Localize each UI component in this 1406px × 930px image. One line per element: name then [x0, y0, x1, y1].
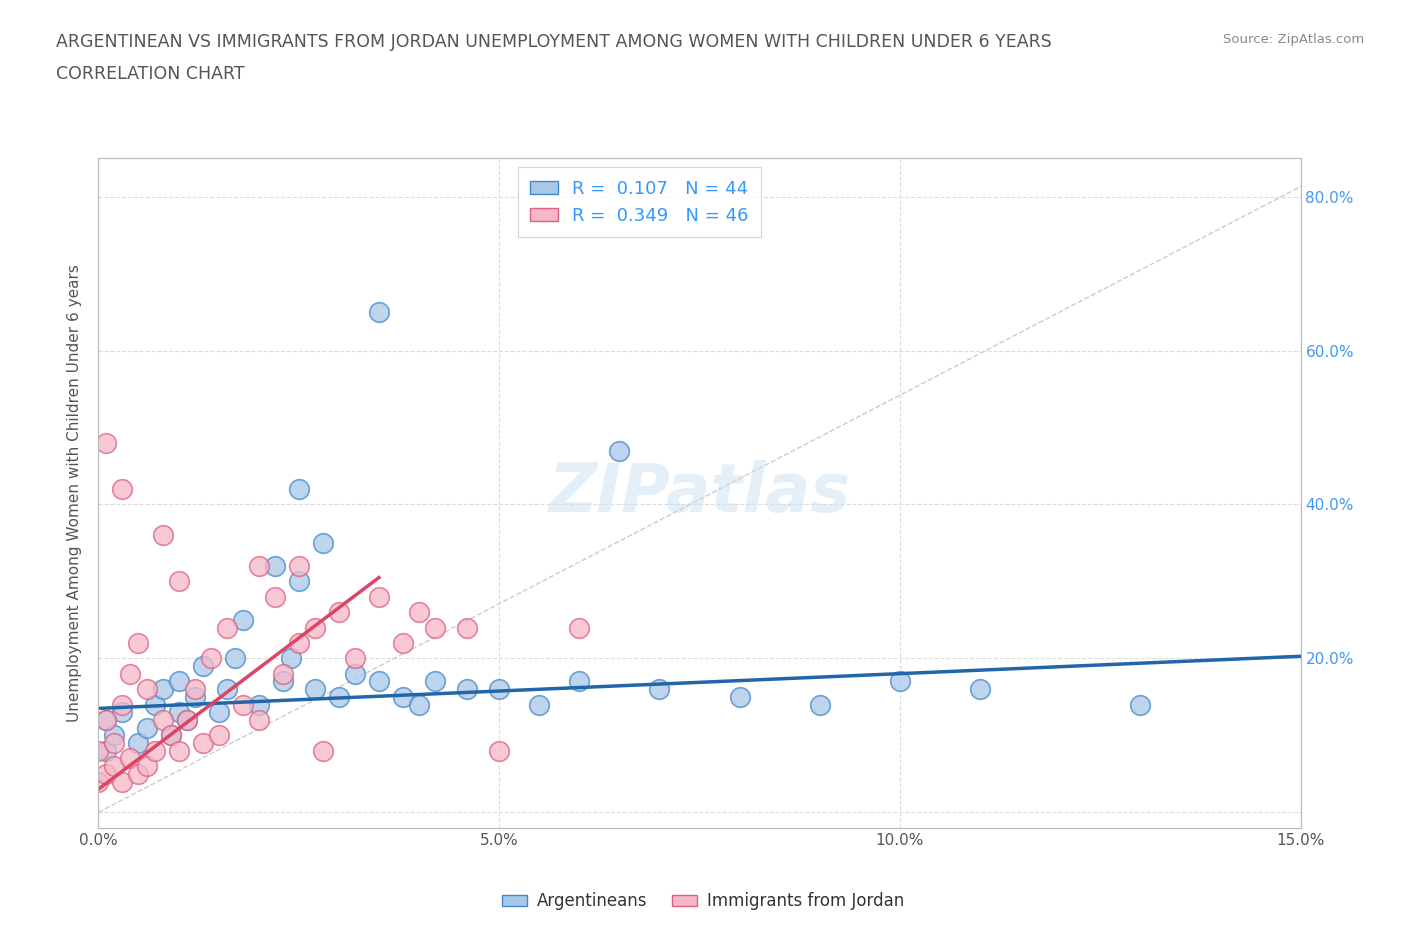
Text: ARGENTINEAN VS IMMIGRANTS FROM JORDAN UNEMPLOYMENT AMONG WOMEN WITH CHILDREN UND: ARGENTINEAN VS IMMIGRANTS FROM JORDAN UN… [56, 33, 1052, 50]
Point [135, 682, 157, 697]
Point [408, 604, 430, 619]
Point [167, 574, 190, 589]
Point [191, 736, 214, 751]
Point [232, 613, 254, 628]
Point [191, 658, 214, 673]
Y-axis label: Unemployment Among Women with Children Under 6 years: Unemployment Among Women with Children U… [67, 264, 83, 722]
Point [271, 666, 294, 681]
Point [215, 620, 238, 635]
Point [288, 635, 311, 650]
Point [488, 682, 510, 697]
Point [111, 482, 134, 497]
Point [111, 705, 134, 720]
Point [263, 559, 285, 574]
Text: Source: ZipAtlas.com: Source: ZipAtlas.com [1223, 33, 1364, 46]
Point [808, 698, 831, 712]
Point [120, 751, 142, 766]
Point [183, 689, 205, 704]
Point [96, 766, 118, 781]
Point [1129, 698, 1152, 712]
Point [488, 743, 510, 758]
Point [128, 736, 150, 751]
Point [343, 651, 366, 666]
Point [96, 712, 118, 727]
Point [103, 759, 125, 774]
Point [96, 435, 118, 450]
Point [889, 674, 911, 689]
Point [288, 482, 311, 497]
Point [208, 705, 231, 720]
Point [304, 682, 326, 697]
Point [152, 528, 174, 543]
Point [263, 590, 285, 604]
Point [328, 689, 350, 704]
Point [96, 712, 118, 727]
Point [456, 682, 478, 697]
Point [135, 720, 157, 735]
Point [152, 682, 174, 697]
Point [271, 674, 294, 689]
Point [167, 674, 190, 689]
Point [87, 743, 110, 758]
Point [312, 743, 335, 758]
Point [143, 743, 166, 758]
Point [568, 620, 591, 635]
Point [648, 682, 671, 697]
Point [368, 674, 391, 689]
Point [159, 728, 181, 743]
Point [568, 674, 591, 689]
Point [215, 682, 238, 697]
Point [343, 666, 366, 681]
Point [208, 728, 231, 743]
Point [120, 666, 142, 681]
Point [183, 682, 205, 697]
Point [96, 743, 118, 758]
Point [423, 674, 446, 689]
Point [111, 698, 134, 712]
Point [135, 759, 157, 774]
Point [280, 651, 302, 666]
Point [288, 574, 311, 589]
Point [247, 712, 270, 727]
Point [103, 736, 125, 751]
Point [152, 712, 174, 727]
Point [312, 536, 335, 551]
Point [176, 712, 198, 727]
Point [969, 682, 991, 697]
Point [159, 728, 181, 743]
Point [143, 698, 166, 712]
Point [87, 774, 110, 789]
Point [111, 774, 134, 789]
Point [247, 559, 270, 574]
Point [224, 651, 246, 666]
Text: CORRELATION CHART: CORRELATION CHART [56, 65, 245, 83]
Point [288, 559, 311, 574]
Point [392, 635, 415, 650]
Point [128, 766, 150, 781]
Point [728, 689, 751, 704]
Point [167, 705, 190, 720]
Point [392, 689, 415, 704]
Point [368, 590, 391, 604]
Point [529, 698, 551, 712]
Point [609, 443, 631, 458]
Point [423, 620, 446, 635]
Point [176, 712, 198, 727]
Legend: Argentineans, Immigrants from Jordan: Argentineans, Immigrants from Jordan [495, 885, 911, 917]
Legend: R =  0.107   N = 44, R =  0.349   N = 46: R = 0.107 N = 44, R = 0.349 N = 46 [517, 167, 761, 237]
Text: ZIPatlas: ZIPatlas [548, 460, 851, 525]
Point [247, 698, 270, 712]
Point [103, 728, 125, 743]
Point [328, 604, 350, 619]
Point [128, 635, 150, 650]
Point [304, 620, 326, 635]
Point [232, 698, 254, 712]
Point [456, 620, 478, 635]
Point [167, 743, 190, 758]
Point [368, 305, 391, 320]
Point [200, 651, 222, 666]
Point [408, 698, 430, 712]
